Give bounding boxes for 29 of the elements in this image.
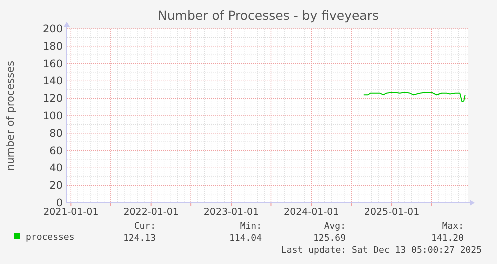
y-tick-label: 40 bbox=[50, 162, 63, 175]
y-tick-label: 120 bbox=[42, 93, 63, 106]
y-tick-label: 100 bbox=[42, 110, 63, 122]
text: 141.20 bbox=[431, 234, 464, 244]
text: 125.69 bbox=[313, 234, 346, 244]
x-tick-label: 2021-01-01 bbox=[44, 207, 99, 218]
y-tick-label: 200 bbox=[42, 24, 63, 36]
y-axis-title: number of processes bbox=[5, 60, 17, 172]
text: Max: bbox=[442, 222, 464, 232]
x-tick-label: 2024-01-01 bbox=[284, 207, 340, 218]
text: Min: bbox=[240, 222, 262, 232]
text: Cur: bbox=[134, 222, 156, 232]
y-tick-label: 60 bbox=[50, 145, 63, 158]
y-tick-label: 160 bbox=[42, 58, 63, 70]
text: 114.04 bbox=[229, 234, 262, 244]
x-tick-label: 2023-01-01 bbox=[204, 207, 260, 218]
y-tick-label: 0 bbox=[56, 198, 63, 210]
y-tick-label: 180 bbox=[42, 40, 63, 53]
text: Last update: Sat Dec 13 05:00:27 2025 bbox=[282, 246, 482, 256]
line-series bbox=[363, 92, 466, 103]
y-tick-label: 140 bbox=[42, 76, 63, 88]
text: Avg: bbox=[324, 222, 346, 232]
chart-title: Number of Processes - by fiveyears bbox=[158, 8, 379, 23]
legend-label: processes bbox=[26, 233, 75, 243]
y-tick-label: 80 bbox=[50, 128, 63, 140]
y-tick-label: 20 bbox=[50, 180, 63, 192]
x-tick-label: 2022-01-01 bbox=[124, 207, 179, 218]
text: 124.13 bbox=[123, 234, 156, 244]
x-tick-label: 2025-01-01 bbox=[364, 207, 420, 218]
